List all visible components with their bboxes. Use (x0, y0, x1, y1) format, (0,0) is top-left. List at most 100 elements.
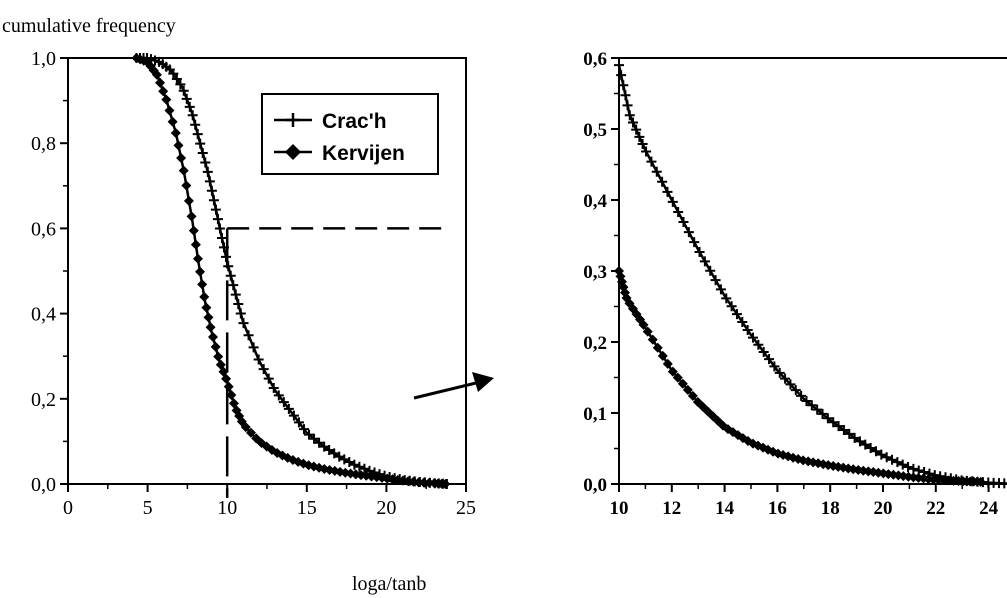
right-point-crach (780, 373, 791, 384)
left-point-kervijen (195, 266, 206, 277)
left-point-kervijen (158, 86, 169, 97)
left-point-crach (334, 451, 345, 462)
right-point-crach (715, 284, 726, 295)
left-y-tick-label: 0,4 (31, 304, 56, 326)
left-point-crach (273, 390, 284, 401)
left-point-crach (225, 270, 236, 281)
left-point-crach (319, 441, 330, 452)
left-point-kervijen (213, 351, 224, 362)
right-series-line-crach (617, 64, 1007, 485)
left-point-kervijen (173, 140, 184, 151)
right-point-crach (614, 60, 624, 71)
right-point-crach (796, 390, 807, 401)
right-point-crach (849, 432, 860, 443)
right-point-crach (742, 324, 753, 335)
left-point-kervijen (181, 180, 192, 191)
right-point-crach (748, 332, 759, 343)
right-point-crach (683, 227, 694, 238)
left-point-kervijen (197, 279, 208, 290)
left-x-tick-label: 10 (217, 497, 237, 519)
left-point-kervijen (192, 253, 203, 264)
right-point-crach (865, 442, 876, 453)
left-point-crach (258, 364, 269, 375)
legend-box (261, 93, 439, 175)
right-series-line-kervijen (617, 270, 981, 484)
left-x-tick-label: 15 (297, 497, 317, 519)
right-point-crach (726, 301, 737, 312)
right-point-crach (620, 90, 631, 101)
right-point-kervijen (652, 342, 663, 353)
right-point-kervijen (687, 390, 698, 401)
right-y-tick-label: 0,4 (583, 191, 607, 212)
right-y-tick-label: 0,0 (583, 475, 607, 496)
left-point-kervijen (199, 291, 210, 302)
left-y-tick-label: 0,6 (31, 218, 56, 240)
right-point-kervijen (642, 326, 653, 337)
right-point-crach (876, 449, 887, 460)
left-point-crach (190, 119, 201, 130)
right-point-crach (678, 217, 689, 228)
right-point-kervijen (638, 319, 649, 330)
right-y-tick-label: 0,2 (583, 333, 607, 354)
left-point-crach (202, 166, 213, 177)
left-point-kervijen (207, 332, 218, 343)
left-point-crach (197, 148, 208, 159)
arrow-shaft (413, 380, 481, 400)
right-point-crach (838, 425, 849, 436)
left-point-kervijen (210, 341, 221, 352)
right-point-crach (817, 408, 828, 419)
right-point-crach (903, 462, 914, 473)
left-point-crach (228, 280, 239, 291)
left-point-crach (187, 110, 198, 121)
left-point-kervijen (190, 239, 201, 250)
left-point-crach (263, 373, 274, 384)
left-point-kervijen (203, 312, 214, 323)
left-point-kervijen (178, 165, 189, 176)
right-point-crach (1004, 482, 1007, 485)
left-point-crach (344, 457, 355, 468)
y-axis-label: cumulative frequency (2, 15, 176, 37)
right-point-crach (764, 354, 775, 365)
left-point-crach (208, 195, 219, 206)
left-point-crach (238, 318, 249, 329)
left-point-kervijen (223, 381, 234, 392)
left-y-tick-label: 1,0 (31, 48, 56, 70)
right-point-crach (801, 395, 812, 406)
left-chart: cumulative frequency loga/tanb 0 5 10 15 20 2… (2, 15, 476, 595)
right-point-crach (806, 400, 817, 411)
left-point-kervijen (151, 69, 162, 80)
right-point-crach (637, 139, 648, 150)
right-point-crach (812, 404, 823, 415)
right-point-crach (622, 100, 633, 111)
right-point-crach (699, 256, 710, 267)
right-point-crach (631, 124, 642, 135)
left-x-tick-label: 25 (456, 497, 476, 519)
right-point-kervijen (657, 350, 668, 361)
right-point-crach (828, 417, 839, 428)
right-point-crach (860, 439, 871, 450)
left-point-crach (298, 424, 309, 435)
left-point-crach (243, 330, 254, 341)
left-point-kervijen (221, 373, 232, 384)
left-point-crach (168, 68, 179, 79)
left-point-kervijen (167, 116, 178, 127)
right-y-tick-label: 0,1 (583, 404, 607, 425)
left-point-crach (212, 214, 223, 225)
right-point-crach (618, 80, 629, 91)
left-point-crach (339, 454, 350, 465)
right-point-kervijen (667, 366, 678, 377)
left-point-kervijen (205, 322, 216, 333)
left-point-kervijen (201, 302, 212, 313)
right-x-tick-label: 22 (926, 498, 945, 519)
right-point-crach (887, 454, 898, 465)
right-point-crach (908, 463, 919, 474)
left-point-crach (359, 463, 370, 474)
right-point-crach (646, 156, 657, 167)
right-point-kervijen (672, 372, 683, 383)
left-point-crach (349, 459, 360, 470)
left-point-crach (253, 354, 264, 365)
left-point-crach (309, 433, 320, 444)
right-point-crach (790, 385, 801, 396)
left-point-kervijen (226, 390, 237, 401)
left-point-crach (216, 232, 227, 243)
